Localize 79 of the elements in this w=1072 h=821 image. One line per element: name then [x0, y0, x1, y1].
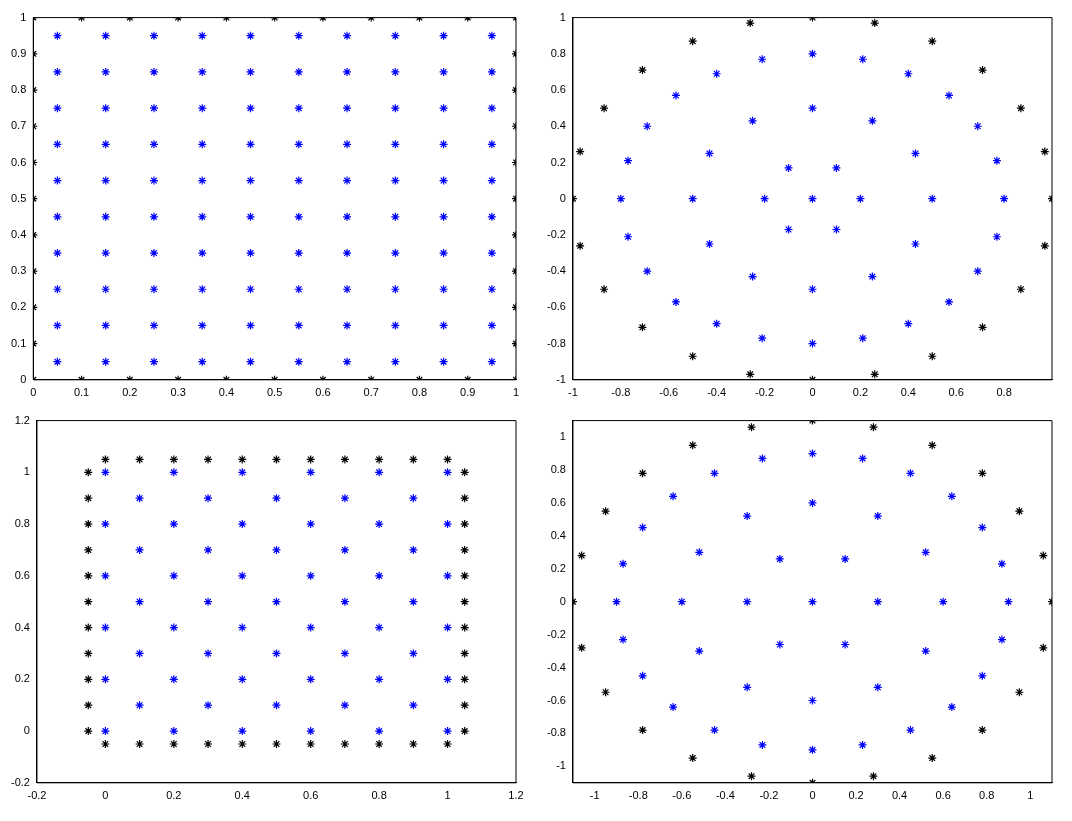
y-tick-label: -0.2 — [10, 775, 30, 788]
y-tick-label: 0.8 — [550, 463, 566, 476]
y-tick-label: 0.6 — [14, 568, 30, 581]
x-tick-label: 0.2 — [122, 386, 138, 399]
y-tick-label: -0.8 — [546, 336, 566, 349]
x-tick-label: -0.2 — [755, 386, 775, 399]
x-tick-label: 1 — [1027, 789, 1034, 802]
x-tick-label: 0.6 — [948, 386, 964, 399]
x-tick-label: 0.2 — [852, 386, 869, 399]
x-tick-label: 0.7 — [363, 386, 379, 399]
x-tick-label: 0 — [809, 386, 816, 399]
y-tick-label: 0.1 — [10, 336, 27, 349]
y-tick-label: 0.8 — [14, 517, 30, 530]
y-tick-label: -1 — [556, 759, 566, 772]
y-tick-label: -0.2 — [546, 227, 566, 240]
y-tick-label: -0.2 — [546, 627, 566, 640]
y-tick-label: -1 — [556, 372, 566, 385]
x-tick-label: 0.1 — [73, 386, 90, 399]
x-tick-label: -0.6 — [659, 386, 679, 399]
y-tick-label: 0.4 — [550, 528, 566, 541]
y-tick-label: -0.4 — [546, 264, 566, 277]
x-tick-label: -0.4 — [707, 386, 727, 399]
y-tick-label: 0.4 — [10, 227, 27, 240]
y-tick-label: 0 — [559, 191, 566, 204]
y-tick-label: 1 — [23, 465, 30, 478]
x-tick-label: 0.4 — [218, 386, 235, 399]
x-tick-label: 0.9 — [460, 386, 476, 399]
y-tick-label: 0.6 — [550, 83, 566, 96]
x-tick-label: -1 — [589, 789, 600, 802]
y-tick-label: 0 — [20, 372, 27, 385]
y-tick-label: 1.2 — [14, 413, 30, 426]
y-tick-label: 0.2 — [10, 300, 27, 313]
y-tick-label: 0.8 — [550, 46, 566, 59]
y-tick-label: 0.6 — [550, 495, 566, 508]
x-tick-label: 0.4 — [891, 789, 908, 802]
x-tick-label: -0.4 — [715, 789, 735, 802]
x-tick-label: 0 — [102, 789, 109, 802]
x-tick-label: 0.2 — [166, 789, 182, 802]
y-tick-label: -0.4 — [546, 660, 566, 673]
x-tick-label: -0.6 — [672, 789, 692, 802]
y-tick-label: 0.4 — [14, 620, 30, 633]
y-tick-label: 0.5 — [10, 191, 27, 204]
x-tick-label: 1 — [444, 789, 451, 802]
y-tick-label: -0.6 — [546, 300, 566, 313]
x-tick-label: 0.8 — [371, 789, 387, 802]
x-tick-label: 0.2 — [848, 789, 864, 802]
y-tick-label: 0.2 — [550, 561, 566, 574]
y-tick-label: 0.3 — [10, 264, 27, 277]
x-tick-label: 0.6 — [935, 789, 951, 802]
x-tick-label: -0.8 — [611, 386, 631, 399]
x-tick-label: 0.8 — [996, 386, 1012, 399]
x-tick-label: 0.4 — [900, 386, 916, 399]
y-tick-label: 0.6 — [10, 155, 27, 168]
y-tick-label: 1 — [20, 10, 27, 23]
x-tick-label: 0.4 — [234, 789, 250, 802]
y-tick-label: 0 — [23, 724, 30, 737]
x-tick-label: 1 — [512, 386, 520, 399]
x-tick-label: 0.3 — [170, 386, 186, 399]
x-tick-label: 0.8 — [411, 386, 428, 399]
x-tick-label: 0.6 — [303, 789, 319, 802]
y-tick-label: 1 — [559, 10, 566, 23]
y-tick-label: 0.7 — [10, 119, 27, 132]
x-tick-label: -1 — [568, 386, 578, 399]
y-tick-label: 0.2 — [14, 672, 30, 685]
y-tick-label: 0.2 — [550, 155, 566, 168]
x-tick-label: 0 — [809, 789, 816, 802]
y-tick-label: -0.6 — [546, 693, 566, 706]
x-tick-label: 0.5 — [267, 386, 283, 399]
x-tick-label: -0.8 — [628, 789, 648, 802]
x-tick-label: 0.8 — [979, 789, 995, 802]
y-tick-label: 0 — [559, 594, 566, 607]
y-tick-label: 1 — [559, 430, 566, 443]
y-tick-label: 0.9 — [10, 46, 27, 59]
y-tick-label: 0.8 — [10, 83, 27, 96]
y-tick-label: 0.4 — [550, 119, 566, 132]
x-tick-label: 0.6 — [315, 386, 331, 399]
x-tick-label: -0.2 — [759, 789, 779, 802]
x-tick-label: 1.2 — [508, 789, 524, 802]
y-tick-label: -0.8 — [546, 726, 566, 739]
